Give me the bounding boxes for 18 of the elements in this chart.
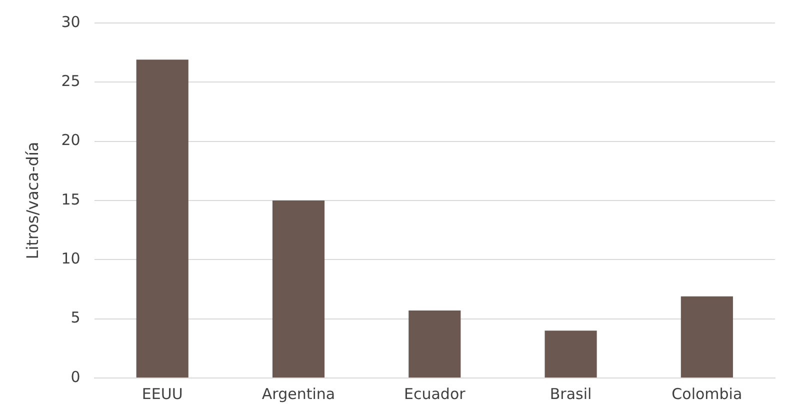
- bar: [408, 310, 461, 378]
- x-tick-label: Argentina: [262, 384, 336, 403]
- x-tick-label: Ecuador: [404, 384, 466, 403]
- x-tick-label: Brasil: [550, 384, 592, 403]
- y-axis-title: Litros/vaca-día: [22, 142, 42, 260]
- y-tick-label: 30: [61, 12, 80, 31]
- y-tick-label: 0: [70, 368, 80, 386]
- bar: [680, 296, 733, 378]
- y-tick-label: 10: [61, 250, 80, 268]
- x-tick-label: EEUU: [142, 384, 183, 403]
- bar: [136, 60, 188, 378]
- y-tick-label: 25: [61, 72, 80, 90]
- y-tick-label: 20: [61, 131, 80, 150]
- y-tick-label: 5: [70, 308, 80, 327]
- y-tick-label: 15: [61, 190, 80, 208]
- bar: [272, 200, 325, 378]
- bar: [544, 330, 597, 378]
- x-tick-label: Colombia: [672, 384, 742, 403]
